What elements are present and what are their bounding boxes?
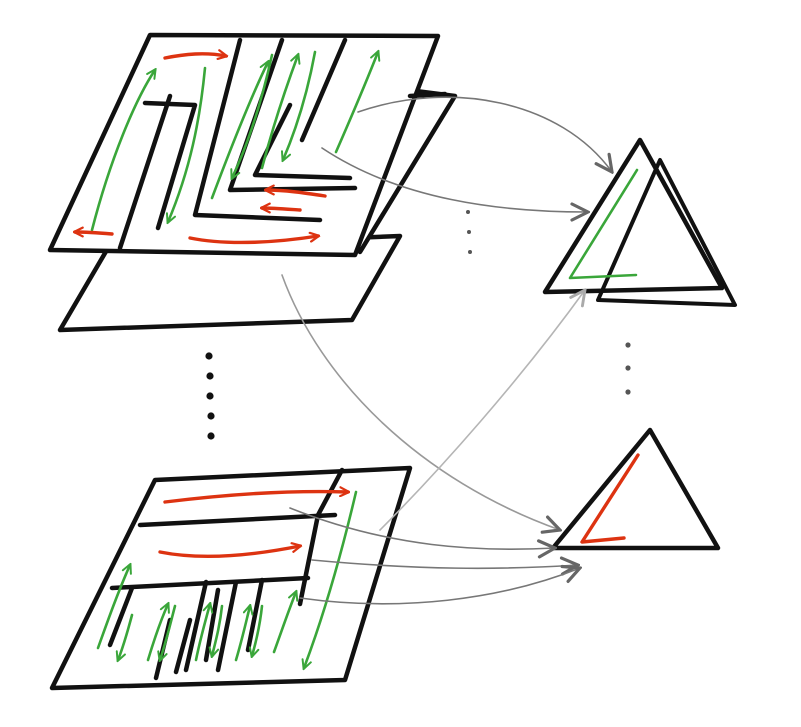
green-arrow — [168, 66, 207, 222]
green-edge-mark — [568, 168, 639, 280]
green-arrow — [283, 50, 317, 160]
red-paths-top — [75, 54, 327, 245]
green-arrow — [272, 592, 296, 654]
red-paths-bottom — [158, 491, 348, 558]
triangle-outline — [550, 427, 721, 551]
bottom-sheet — [49, 465, 413, 691]
green-arrow — [96, 565, 130, 650]
red-arrow — [188, 236, 318, 245]
red-arrow — [75, 232, 114, 234]
triangle-green — [542, 137, 737, 307]
red-arrow — [163, 54, 226, 58]
stack-ellipsis-left — [205, 352, 215, 440]
triangle-front-outline — [542, 137, 725, 295]
green-arrow — [260, 55, 298, 170]
green-arrow — [334, 52, 378, 154]
map-arrow — [281, 274, 560, 530]
map-arrow — [379, 290, 585, 531]
red-arrow — [266, 190, 327, 198]
green-paths-bottom — [96, 490, 358, 668]
green-arrow — [304, 490, 358, 668]
maze-stack-bottom — [49, 465, 413, 691]
green-paths-top — [90, 50, 378, 232]
green-arrow — [146, 604, 168, 662]
map-arrow — [357, 96, 612, 172]
green-arrow — [210, 62, 268, 200]
red-edge-mark — [580, 453, 640, 544]
map-arrow — [289, 507, 555, 549]
triangle-red — [550, 427, 721, 551]
maze-stack-top — [47, 32, 458, 333]
maze-walls-top — [117, 37, 448, 251]
red-arrow — [163, 491, 348, 504]
triangle-ellipsis-right — [625, 342, 631, 395]
green-arrow — [90, 70, 155, 232]
map-arrow — [299, 568, 580, 605]
green-arrow — [194, 604, 210, 662]
green-arrow — [212, 604, 224, 656]
green-arrow — [118, 613, 134, 660]
middle-ellipsis — [466, 210, 472, 254]
green-arrow — [232, 53, 274, 178]
mapping-arrows — [281, 96, 612, 605]
green-arrow — [160, 604, 177, 660]
map-arrow — [321, 147, 588, 212]
green-arrow — [234, 606, 250, 662]
map-arrow — [311, 560, 578, 568]
triangle-back-outline — [596, 158, 737, 307]
green-arrow — [252, 604, 264, 656]
red-arrow — [262, 208, 302, 210]
red-arrow — [158, 546, 300, 558]
